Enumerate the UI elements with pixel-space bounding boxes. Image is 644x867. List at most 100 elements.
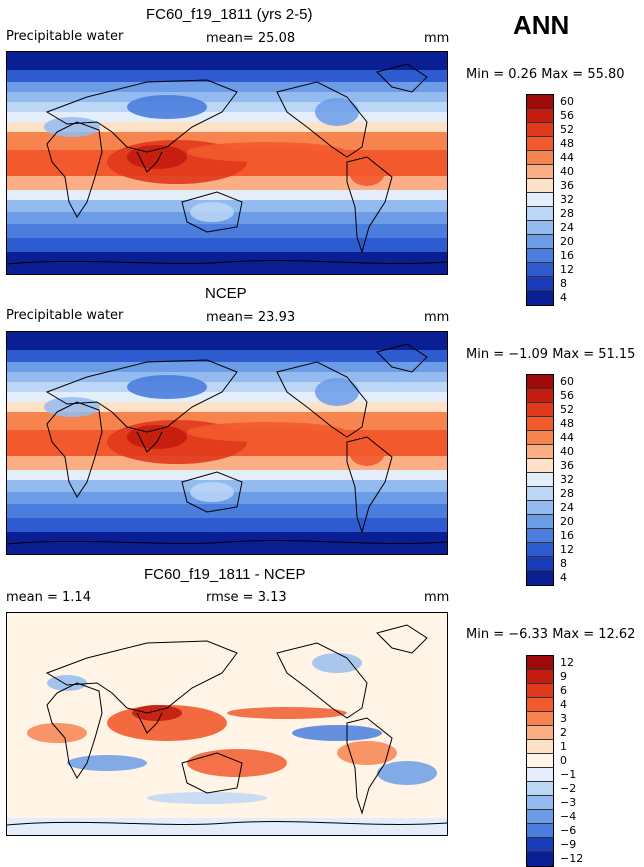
colorbar-cell: [527, 221, 553, 235]
colorbar-label: 36: [560, 179, 574, 192]
colorbar-cell: [527, 515, 553, 529]
south-america-coast: [346, 156, 393, 254]
panel3-title: FC60_f19_1811 - NCEP: [144, 566, 306, 583]
colorbar-label: 0: [560, 754, 567, 767]
panel1-map-plot: [7, 52, 447, 274]
pos-anomaly-core: [132, 705, 182, 721]
greenland-coast: [376, 343, 428, 373]
neg-anomaly: [292, 725, 382, 741]
panel3-units: mm: [424, 590, 450, 605]
colorbar-label: 40: [560, 165, 574, 178]
colorbar-cell: [527, 501, 553, 515]
colorbar-label: 4: [560, 698, 567, 711]
map-band: [7, 238, 447, 252]
colorbar-cell: [527, 179, 553, 193]
india-coast: [136, 151, 163, 173]
panel3-rmse: rmse = 3.13: [206, 590, 287, 605]
colorbar-cell: [527, 109, 553, 123]
colorbar-cell: [527, 375, 553, 389]
neg-anomaly: [377, 761, 437, 785]
colorbar-cell: [527, 151, 553, 165]
colorbar-cell: [527, 529, 553, 543]
map-band: [7, 818, 447, 835]
colorbar-cell: [527, 431, 553, 445]
map-band: [7, 92, 447, 102]
colorbar-cell: [527, 207, 553, 221]
map-band: [7, 402, 447, 412]
pos-anomaly: [187, 749, 287, 777]
panel1-units: mm: [424, 31, 450, 46]
colorbar-cell: [527, 824, 553, 838]
map-band: [7, 332, 447, 350]
warm-pool-core: [127, 425, 187, 449]
colorbar-label: 44: [560, 151, 574, 164]
colorbar-cell: [527, 123, 553, 137]
panel3-mean: mean = 1.14: [6, 590, 91, 605]
map-band: [7, 82, 447, 92]
australia-coast: [181, 471, 243, 513]
colorbar-label: −3: [560, 796, 577, 809]
colorbar-cell: [527, 670, 553, 684]
india-coast: [136, 712, 163, 734]
colorbar-cell: [527, 726, 553, 740]
map-band: [7, 470, 447, 480]
colorbar-cell: [527, 810, 553, 824]
itcz: [187, 422, 347, 442]
colorbar-label: 32: [560, 193, 574, 206]
na-dry: [315, 378, 359, 406]
colorbar-cell: [527, 656, 553, 670]
colorbar-label: 32: [560, 473, 574, 486]
colorbar-cell: [527, 417, 553, 431]
australia-dry: [190, 482, 234, 502]
colorbar-cell: [527, 235, 553, 249]
colorbar-label: 52: [560, 403, 574, 416]
colorbar-label: 60: [560, 95, 574, 108]
colorbar-cell: [527, 557, 553, 571]
tibet-dry: [127, 95, 207, 119]
colorbar-label: 20: [560, 515, 574, 528]
colorbar-label: 28: [560, 207, 574, 220]
colorbar-label: 12: [560, 543, 574, 556]
colorbar-cell: [527, 712, 553, 726]
australia-dry: [190, 202, 234, 222]
panel2-units: mm: [424, 310, 450, 325]
colorbar-label: 28: [560, 487, 574, 500]
colorbar-cell: [527, 796, 553, 810]
greenland-coast: [376, 63, 428, 93]
colorbar-label: 6: [560, 684, 567, 697]
colorbar-label: −6: [560, 824, 577, 837]
colorbar-cell: [527, 698, 553, 712]
map-band: [7, 176, 447, 190]
colorbar-cell: [527, 263, 553, 277]
colorbar-cell: [527, 403, 553, 417]
colorbar-label: 4: [560, 571, 567, 584]
colorbar-label: 48: [560, 417, 574, 430]
panel3-minmax: Min = −6.33 Max = 12.62: [466, 627, 636, 642]
north-america-coast: [276, 81, 368, 158]
colorbar-label: −4: [560, 810, 577, 823]
colorbar-label: 16: [560, 529, 574, 542]
panel1-mean: mean= 25.08: [206, 31, 296, 46]
colorbar-cell: [527, 754, 553, 768]
colorbar-label: 56: [560, 109, 574, 122]
panel2-minmax: Min = −1.09 Max = 51.15: [466, 347, 636, 362]
colorbar-label: 1: [560, 740, 567, 753]
colorbar-cell: [527, 684, 553, 698]
colorbar-label: 20: [560, 235, 574, 248]
colorbar-cell: [527, 782, 553, 796]
colorbar-label: 12: [560, 263, 574, 276]
colorbar-label: 3: [560, 712, 567, 725]
africa-coast: [46, 682, 103, 779]
neg-anomaly: [47, 675, 87, 691]
colorbar-label: 44: [560, 431, 574, 444]
map-band: [7, 190, 447, 200]
colorbar-label: 24: [560, 221, 574, 234]
colorbar-label: 4: [560, 291, 567, 304]
pos-anomaly: [27, 723, 87, 743]
panel2-map: [6, 331, 448, 555]
colorbar-cell: [527, 852, 553, 866]
north-america-coast: [276, 361, 368, 438]
itcz: [187, 142, 347, 162]
colorbar-cell: [527, 459, 553, 473]
panel2-colorbar: [526, 374, 554, 586]
